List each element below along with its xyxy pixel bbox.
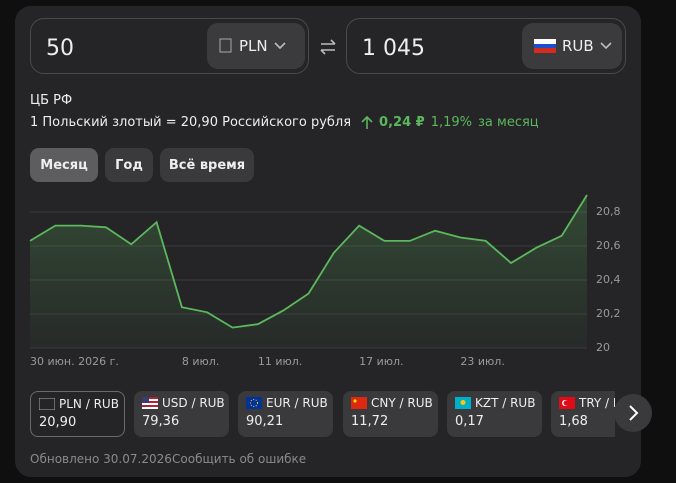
pair-name: EUR / RUB: [266, 396, 328, 410]
pair-value: 11,72: [351, 414, 389, 429]
pair-header: USD / RUB: [142, 396, 229, 410]
x-tick-label: 17 июл.: [359, 355, 403, 368]
y-tick-label: 20,2: [596, 307, 621, 320]
pair-card[interactable]: EUR / RUB 90,21: [238, 391, 333, 437]
broken-icon: [219, 38, 232, 53]
flag: [142, 397, 158, 409]
to-currency-code: RUB: [562, 37, 594, 55]
pair-value: 0,17: [455, 414, 484, 429]
area: [30, 195, 587, 348]
pair-card[interactable]: TRY / RUB 1,68: [551, 391, 615, 437]
next-button[interactable]: [614, 394, 652, 432]
flag: [246, 397, 262, 409]
pair-card[interactable]: KZT / RUB 0,17: [447, 391, 542, 437]
pair-value: 20,90: [39, 415, 77, 430]
x-tick-label: 11 июл.: [258, 355, 302, 368]
rate-text: 1 Польский злотый = 20,90 Российского ру…: [30, 115, 352, 130]
pair-card[interactable]: USD / RUB 79,36: [134, 391, 229, 437]
x-tick-label: 23 июл.: [460, 355, 504, 368]
pair-card[interactable]: CNY / RUB 11,72: [343, 391, 438, 437]
report-link[interactable]: Сообщить об ошибке: [172, 452, 307, 466]
y-tick-label: 20: [596, 341, 610, 354]
rate-change: 0,24 ₽: [379, 115, 425, 130]
from-input[interactable]: 50 PLN: [30, 18, 309, 74]
pair-header: EUR / RUB: [246, 396, 333, 410]
line: [29, 194, 588, 329]
from-amount: 50: [46, 36, 74, 61]
pair-header: KZT / RUB: [455, 396, 542, 410]
rate-percent: 1,19%: [430, 115, 473, 130]
tab[interactable]: Всё время: [160, 148, 254, 182]
pair-name: TRY / RUB: [579, 396, 615, 410]
flag: [351, 397, 367, 409]
to-currency[interactable]: RUB: [522, 23, 622, 69]
tab[interactable]: Месяц: [30, 148, 98, 182]
from-currency[interactable]: PLN: [207, 23, 305, 69]
x-tick-label: 30 июн. 2026 г.: [30, 355, 119, 368]
updated: Обновлено 30.07.2026: [30, 452, 172, 466]
pair-value: 1,68: [559, 414, 588, 429]
flag: [39, 398, 55, 410]
x-tick-label: 8 июл.: [182, 355, 219, 368]
chevron: [600, 42, 612, 50]
from-currency-code: PLN: [239, 37, 268, 55]
pair-header: TRY / RUB: [559, 396, 615, 410]
y-tick-label: 20,4: [596, 273, 621, 286]
rate-line: 1 Польский злотый = 20,90 Российского ру…: [30, 115, 539, 130]
to-input[interactable]: 1 045 RUB: [346, 18, 626, 74]
flag: [455, 397, 471, 409]
pair-name: PLN / RUB: [59, 397, 119, 411]
y-tick-label: 20,8: [596, 205, 621, 218]
pair-header: PLN / RUB: [39, 397, 124, 411]
up-arrow: [361, 115, 373, 129]
pair-card[interactable]: PLN / RUB 20,90: [30, 391, 125, 437]
pair-header: CNY / RUB: [351, 396, 438, 410]
pair-name: USD / RUB: [162, 396, 225, 410]
pair-name: KZT / RUB: [475, 396, 536, 410]
rate-source: ЦБ РФ: [30, 93, 73, 108]
to-amount: 1 045: [362, 36, 425, 61]
tab[interactable]: Год: [105, 148, 153, 182]
pair-value: 79,36: [142, 414, 180, 429]
pairs-row: PLN / RUB 20,90 USD / RUB 79,36 EUR / RUB 90,…: [30, 391, 615, 437]
flag: [559, 397, 575, 409]
pair-name: CNY / RUB: [371, 396, 433, 410]
y-tick-label: 20,6: [596, 239, 621, 252]
swap-icon[interactable]: [319, 38, 337, 56]
rate-period: за месяц: [478, 115, 539, 130]
flag-ru: [534, 39, 556, 53]
chevron: [274, 42, 286, 50]
pair-value: 90,21: [246, 414, 284, 429]
